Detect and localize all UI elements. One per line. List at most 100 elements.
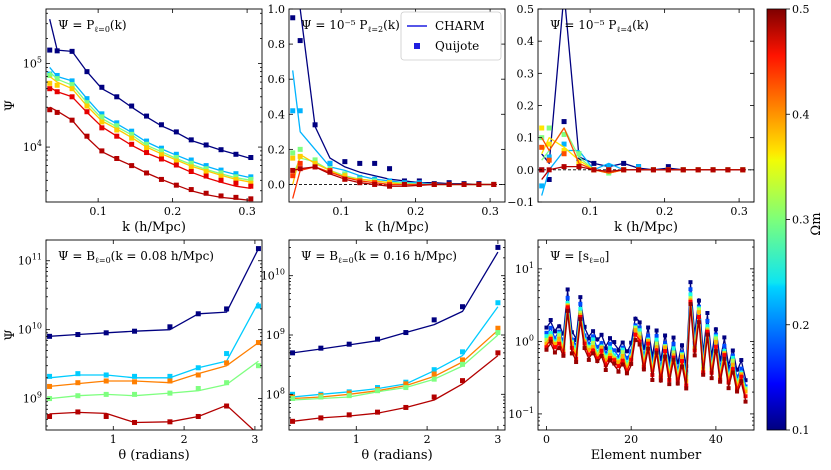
series-marker <box>327 169 333 175</box>
series-marker <box>539 144 545 150</box>
series-marker <box>718 379 723 384</box>
series-marker <box>658 375 663 380</box>
series-omega-0.48 <box>47 106 254 202</box>
y-tick-label: 0.1 <box>517 132 535 145</box>
series-marker <box>248 183 254 189</box>
series-marker <box>561 353 566 358</box>
series-marker <box>539 125 545 131</box>
series-line <box>49 248 260 337</box>
series-marker <box>539 183 545 189</box>
series-marker <box>680 358 684 363</box>
series-marker <box>544 330 549 335</box>
series-marker <box>730 353 735 358</box>
series-marker <box>650 377 655 382</box>
series-marker <box>646 338 651 343</box>
series-marker <box>713 344 718 349</box>
x-tick-label: 0.1 <box>332 205 350 218</box>
series-marker <box>616 360 621 365</box>
series-marker <box>54 76 60 82</box>
series-marker <box>129 131 135 137</box>
series-marker <box>561 164 567 170</box>
series-marker <box>616 348 621 353</box>
series-marker <box>599 341 604 346</box>
series-line <box>49 301 260 379</box>
x-tick-label: 2 <box>424 433 431 446</box>
legend-marker-label: Quijote <box>435 39 479 53</box>
y-ticks: 10−1 100 101 <box>508 246 754 431</box>
series-omega-0.3 <box>47 71 254 182</box>
series-line <box>49 66 251 179</box>
series-marker <box>633 325 638 330</box>
x-ticks: 0.1 0.2 0.3 <box>581 9 748 218</box>
series-marker <box>188 160 194 166</box>
y-tick-label: 105 <box>23 56 42 71</box>
y-ticks: −0.1 0.0 0.1 0.2 0.3 0.4 0.5 <box>507 3 754 209</box>
series-marker <box>548 325 553 330</box>
series-marker <box>641 367 646 372</box>
series-marker <box>726 380 731 385</box>
series-marker <box>188 169 194 175</box>
series-marker <box>718 357 723 362</box>
series-marker <box>158 152 164 158</box>
series-marker <box>671 357 676 362</box>
series-line <box>541 149 743 196</box>
series-marker <box>342 173 348 179</box>
series-marker <box>75 380 81 386</box>
panel-annotation: Ψ = Pℓ=0(k) <box>58 18 127 34</box>
series-marker <box>218 147 224 153</box>
series-marker <box>173 129 179 135</box>
series-marker <box>552 342 557 347</box>
x-tick-label: 3 <box>494 433 501 446</box>
series-marker <box>591 167 597 173</box>
x-tick-label: 2 <box>181 433 188 446</box>
series-marker <box>552 345 557 350</box>
series-marker <box>633 338 638 343</box>
series-marker <box>114 155 120 161</box>
x-tick-label: 0.3 <box>238 205 256 218</box>
series-marker <box>403 385 409 391</box>
series-marker <box>608 349 612 354</box>
series-marker <box>591 351 596 356</box>
y-tick-label: 108 <box>266 386 285 401</box>
series-marker <box>129 128 135 134</box>
series-marker <box>665 164 671 170</box>
series-marker <box>218 173 224 179</box>
series-marker <box>69 94 75 100</box>
x-axis-label: k (h/Mpc) <box>122 220 186 235</box>
series-marker <box>620 350 625 355</box>
series-marker <box>173 182 179 188</box>
series-marker <box>636 167 642 173</box>
series-marker <box>47 72 53 78</box>
series-marker <box>195 413 201 419</box>
series-marker <box>218 193 224 199</box>
series-marker <box>616 356 621 361</box>
axes-frame <box>537 239 755 431</box>
series-marker <box>144 138 150 144</box>
series-marker <box>612 358 617 363</box>
series-line <box>292 334 499 401</box>
series-marker <box>603 367 608 372</box>
series-marker <box>637 328 642 333</box>
series-marker <box>663 354 668 359</box>
series-marker <box>654 333 659 338</box>
series-marker <box>552 350 557 355</box>
series-marker <box>375 409 381 415</box>
series-marker <box>224 351 230 357</box>
series-marker <box>158 145 164 151</box>
series-marker <box>591 329 596 334</box>
panel-6: 0 20 40 10−1 100 101 Element number Ψ = [sℓ=0] <box>508 239 755 463</box>
series-marker <box>578 315 583 320</box>
series-omega-0.48 <box>47 403 255 430</box>
axes-frame <box>45 8 263 203</box>
series-marker <box>633 332 638 337</box>
series-marker <box>290 173 296 179</box>
series-marker <box>658 378 663 383</box>
series-marker <box>735 389 740 394</box>
y-ticks: 0.0 0.2 0.4 0.6 0.8 1.0 <box>268 3 505 191</box>
series-marker <box>203 173 209 179</box>
series-marker <box>144 141 150 147</box>
series-marker <box>667 382 672 387</box>
series-marker <box>557 346 562 351</box>
series-marker <box>557 341 562 346</box>
